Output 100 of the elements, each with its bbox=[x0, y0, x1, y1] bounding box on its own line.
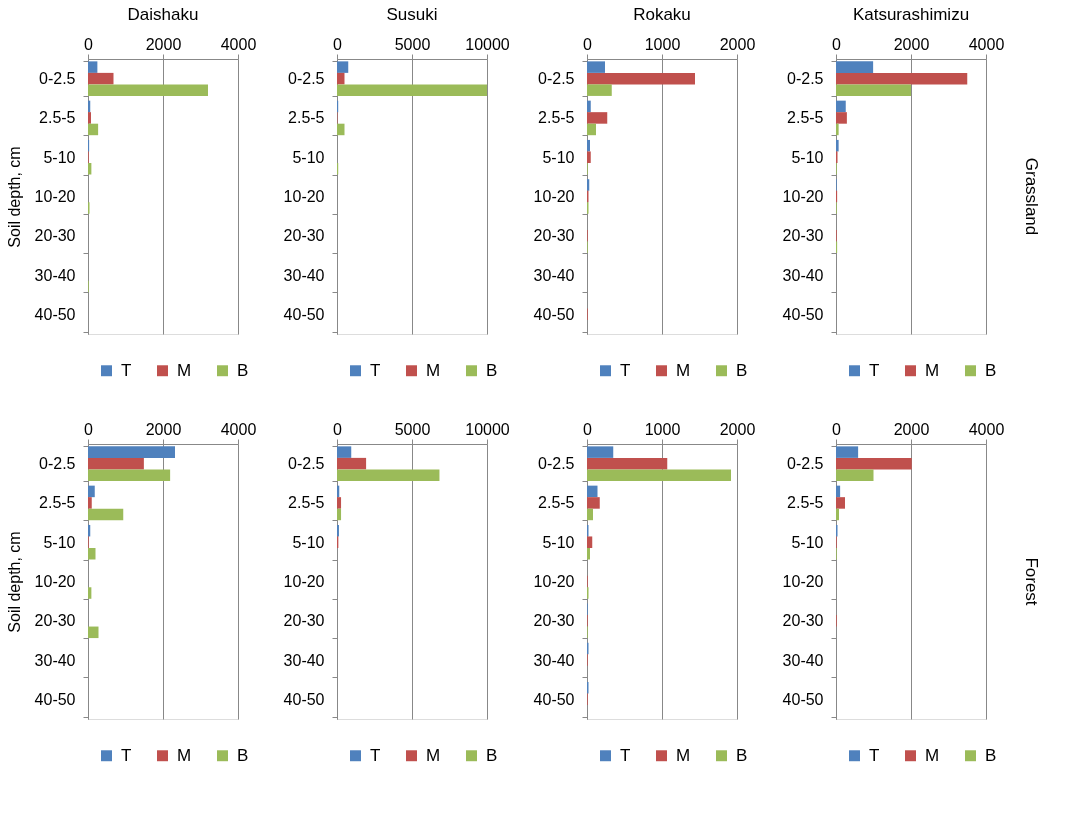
y-tick-label: 40-50 bbox=[283, 305, 325, 323]
legend-label: M bbox=[426, 360, 441, 380]
y-tick-label: 10-20 bbox=[533, 188, 575, 205]
x-tick-label: 0 bbox=[333, 35, 343, 53]
x-tick-label: 4000 bbox=[220, 420, 257, 438]
y-tick-label: 30-40 bbox=[533, 651, 575, 669]
x-tick-label: 0 bbox=[583, 35, 593, 53]
y-tick-label: 30-40 bbox=[283, 266, 325, 284]
bar bbox=[836, 72, 968, 85]
bar bbox=[337, 61, 349, 73]
y-tick-label: 40-50 bbox=[34, 690, 76, 708]
x-tick-label: 5000 bbox=[394, 35, 431, 53]
legend-label: M bbox=[676, 360, 691, 380]
y-tick-label: 2.5-5 bbox=[538, 494, 575, 512]
y-tick-label: 20-30 bbox=[782, 612, 824, 630]
bar bbox=[587, 457, 668, 470]
y-tick-label: 2.5-5 bbox=[288, 109, 325, 127]
bar bbox=[836, 508, 839, 521]
y-tick-label: 2.5-5 bbox=[288, 494, 325, 512]
bar bbox=[587, 469, 731, 481]
legend-label: B bbox=[985, 360, 997, 380]
y-tick-label: 20-30 bbox=[283, 612, 325, 630]
y-axis-title: Soil depth, cm bbox=[5, 146, 23, 248]
x-tick-label: 0 bbox=[84, 420, 94, 438]
bar bbox=[587, 536, 593, 548]
legend-label: B bbox=[237, 360, 249, 380]
bar bbox=[88, 123, 99, 136]
legend-label: B bbox=[985, 745, 997, 765]
bar bbox=[88, 162, 92, 175]
y-tick-label: 20-30 bbox=[533, 227, 575, 245]
bar bbox=[337, 84, 487, 96]
y-tick-label: 5-10 bbox=[542, 148, 575, 166]
y-tick-label: 2.5-5 bbox=[39, 109, 76, 127]
bar bbox=[337, 123, 345, 136]
y-tick-label: 30-40 bbox=[34, 266, 76, 284]
bar bbox=[88, 112, 91, 124]
y-tick-label: 40-50 bbox=[782, 305, 824, 323]
y-tick-label: 0-2.5 bbox=[787, 70, 824, 88]
bar bbox=[587, 100, 591, 113]
y-tick-label: 10-20 bbox=[782, 188, 824, 205]
bar bbox=[587, 139, 590, 152]
x-tick-label: 0 bbox=[832, 420, 842, 438]
bar bbox=[88, 457, 144, 470]
bar bbox=[88, 61, 98, 73]
legend-label: B bbox=[736, 745, 748, 765]
y-tick-label: 5-10 bbox=[791, 533, 824, 551]
bar bbox=[337, 508, 342, 521]
legend-label: B bbox=[486, 745, 498, 765]
bar bbox=[836, 100, 846, 113]
y2-axis-title: Forest bbox=[1022, 557, 1041, 606]
y2-axis-title: Grassland bbox=[1022, 157, 1041, 236]
bar bbox=[337, 446, 352, 458]
y-tick-label: 5-10 bbox=[292, 148, 325, 166]
bar bbox=[836, 497, 845, 509]
legend-label: M bbox=[676, 745, 691, 765]
x-tick-label: 4000 bbox=[968, 420, 1005, 438]
y-tick-label: 10-20 bbox=[782, 573, 824, 590]
y-tick-label: 0-2.5 bbox=[288, 70, 325, 88]
x-tick-label: 4000 bbox=[220, 35, 257, 53]
legend-label: M bbox=[177, 360, 192, 380]
x-tick-label: 2000 bbox=[893, 420, 930, 438]
y-tick-label: 0-2.5 bbox=[39, 455, 76, 473]
bar bbox=[836, 112, 847, 124]
bar bbox=[88, 446, 175, 458]
y-tick-label: 2.5-5 bbox=[39, 494, 76, 512]
bar bbox=[836, 485, 841, 498]
y-axis-title: Soil depth, cm bbox=[5, 531, 23, 633]
bar bbox=[88, 84, 208, 96]
bar bbox=[587, 508, 593, 521]
y-tick-label: 40-50 bbox=[533, 305, 575, 323]
chart-title: Rokaku bbox=[633, 5, 691, 24]
bar bbox=[836, 469, 874, 481]
chart-title: Susuki bbox=[386, 5, 438, 24]
bar bbox=[836, 139, 839, 152]
y-tick-label: 10-20 bbox=[283, 573, 325, 590]
y-tick-label: 10-20 bbox=[34, 188, 76, 205]
legend-label: B bbox=[736, 360, 748, 380]
y-tick-label: 40-50 bbox=[34, 305, 76, 323]
legend-label: T bbox=[121, 360, 132, 380]
bar bbox=[587, 84, 612, 96]
bar bbox=[587, 179, 590, 191]
y-tick-label: 0-2.5 bbox=[538, 455, 575, 473]
legend-label: T bbox=[869, 360, 880, 380]
legend-label: T bbox=[869, 745, 880, 765]
bar bbox=[836, 84, 911, 96]
y-tick-label: 2.5-5 bbox=[787, 494, 824, 512]
legend-label: M bbox=[925, 360, 940, 380]
bar bbox=[587, 151, 591, 163]
y-tick-label: 30-40 bbox=[782, 651, 824, 669]
y-tick-label: 20-30 bbox=[34, 612, 76, 630]
x-tick-label: 0 bbox=[333, 420, 343, 438]
x-tick-label: 2000 bbox=[893, 35, 930, 53]
bar bbox=[88, 587, 92, 599]
x-tick-label: 10000 bbox=[465, 35, 510, 53]
bar bbox=[337, 72, 345, 85]
bar bbox=[88, 508, 124, 521]
bar bbox=[88, 497, 92, 509]
bar bbox=[836, 61, 874, 73]
legend-label: M bbox=[925, 745, 940, 765]
legend-label: T bbox=[121, 745, 132, 765]
